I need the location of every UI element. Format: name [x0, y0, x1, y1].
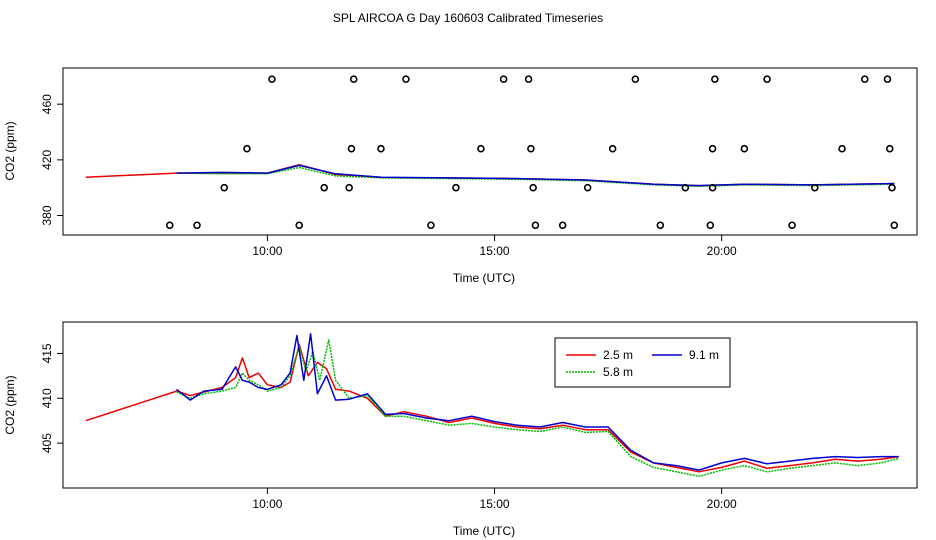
flag-point — [452, 183, 460, 192]
top-x-ticks: 10:00 15:00 20:00 — [252, 235, 737, 258]
flag-point — [193, 221, 201, 230]
flag-point — [268, 75, 276, 83]
series-line-5-8-m — [176, 166, 895, 188]
flag-point — [377, 144, 385, 153]
flag-point — [888, 183, 896, 192]
x-tick-label: 10:00 — [252, 497, 282, 511]
flag-point — [608, 144, 617, 153]
y-tick-label: 420 — [40, 150, 54, 170]
figure-title: SPL AIRCOA G Day 160603 Calibrated Times… — [333, 11, 603, 25]
flag-point — [740, 144, 749, 153]
top-plot-frame — [62, 67, 918, 236]
flag-point — [885, 144, 894, 153]
flag-point — [706, 221, 715, 230]
top-y-ticks: 380 420 460 — [40, 94, 63, 226]
flag-point — [427, 221, 435, 230]
series-line-2-5-m — [85, 163, 895, 187]
series-line-2-5-m — [85, 343, 899, 473]
flag-point — [583, 183, 592, 192]
legend-label-5-8m: 5.8 m — [603, 365, 633, 379]
flag-point — [681, 183, 690, 192]
flag-point — [165, 221, 174, 230]
y-tick-label: 380 — [40, 205, 54, 225]
bottom-panel: 10:00 15:00 20:00 405 410 415 Time (UTC) CO2… — [3, 321, 918, 538]
flag-point — [243, 144, 251, 153]
flag-point — [320, 183, 328, 192]
flag-point — [708, 144, 717, 153]
flag-point — [558, 221, 567, 230]
top-x-axis-label: Time (UTC) — [453, 271, 515, 285]
legend: 2.5 m 9.1 m 5.8 m — [554, 337, 731, 388]
legend-label-9-1m: 9.1 m — [689, 348, 719, 362]
series-line-9-1-m — [176, 332, 899, 471]
top-plot-marks — [85, 75, 899, 230]
flag-point — [402, 75, 410, 83]
flag-point — [529, 183, 537, 192]
flag-point — [499, 75, 508, 83]
x-tick-label: 15:00 — [480, 497, 510, 511]
bottom-x-axis-label: Time (UTC) — [453, 524, 515, 538]
flag-point — [788, 221, 796, 230]
flag-point — [527, 144, 535, 153]
x-tick-label: 20:00 — [707, 497, 737, 511]
legend-label-2-5m: 2.5 m — [603, 348, 633, 362]
flag-point — [883, 75, 892, 83]
flag-point — [838, 144, 846, 153]
flag-point — [860, 75, 869, 83]
flag-point — [524, 75, 533, 83]
flag-point — [763, 75, 771, 83]
bottom-y-axis-label: CO2 (ppm) — [3, 375, 17, 434]
bottom-x-ticks: 10:00 15:00 20:00 — [252, 488, 737, 511]
flag-point — [890, 221, 899, 230]
flag-point — [708, 183, 717, 192]
bottom-plot-frame — [62, 321, 918, 489]
flag-point — [220, 183, 229, 192]
y-tick-label: 415 — [40, 343, 54, 363]
flag-point — [711, 75, 719, 83]
series-line-5-8-m — [176, 339, 899, 478]
y-tick-label: 410 — [40, 388, 54, 408]
flag-point — [631, 75, 640, 83]
y-tick-label: 460 — [40, 94, 54, 114]
flag-point — [349, 75, 358, 83]
x-tick-label: 10:00 — [252, 244, 282, 258]
flag-point — [347, 144, 356, 153]
bottom-plot-marks — [85, 332, 899, 478]
flag-point — [345, 183, 353, 192]
top-y-axis-label: CO2 (ppm) — [3, 121, 17, 180]
x-tick-label: 20:00 — [707, 244, 737, 258]
flag-point — [531, 221, 540, 230]
flag-point — [810, 183, 819, 192]
flag-point — [295, 221, 304, 230]
series-line-9-1-m — [176, 164, 895, 187]
bottom-y-ticks: 405 410 415 — [40, 343, 63, 453]
flag-point — [656, 221, 665, 230]
top-panel: 10:00 15:00 20:00 380 420 460 Time (UTC) CO2… — [3, 67, 918, 285]
legend-box — [554, 337, 731, 388]
flag-point — [477, 144, 485, 153]
y-tick-label: 405 — [40, 433, 54, 453]
x-tick-label: 15:00 — [480, 244, 510, 258]
